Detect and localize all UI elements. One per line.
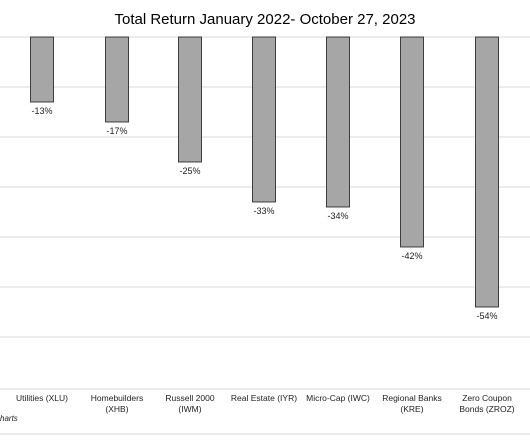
category-label: Utilities (XLU) [16, 393, 68, 403]
data-label: -33% [253, 206, 274, 216]
category-label: Homebuilders [91, 393, 143, 403]
bar [475, 36, 499, 308]
data-label: -34% [327, 211, 348, 221]
data-label: -54% [476, 311, 497, 321]
bar [30, 36, 54, 103]
category-label: (IWM) [178, 404, 201, 414]
gridlines [0, 36, 530, 435]
bar [178, 36, 202, 163]
data-labels: -13% -17% -25% -33% -34% -42% -54% [31, 106, 497, 321]
category-label: Real Estate (IYR) [231, 393, 297, 403]
bar [105, 36, 129, 123]
data-label: -17% [106, 126, 127, 136]
bar [400, 36, 424, 248]
category-label: (KRE) [400, 404, 423, 414]
category-label: Regional Banks [382, 393, 442, 403]
bar [252, 36, 276, 203]
bar [326, 36, 350, 208]
chart-title: Total Return January 2022- October 27, 2… [114, 11, 415, 28]
category-label: (XHB) [105, 404, 128, 414]
bars [30, 36, 499, 308]
data-label: -25% [179, 166, 200, 176]
data-label: -13% [31, 106, 52, 116]
source-note: harts [0, 414, 18, 423]
category-label: Russell 2000 [165, 393, 214, 403]
category-labels: Utilities (XLU) Homebuilders(XHB) Russell … [16, 393, 515, 414]
data-label: -42% [401, 251, 422, 261]
category-label: Zero Coupon [462, 393, 512, 403]
category-label: Bonds (ZROZ) [459, 404, 514, 414]
category-label: Micro-Cap (IWC) [306, 393, 370, 403]
